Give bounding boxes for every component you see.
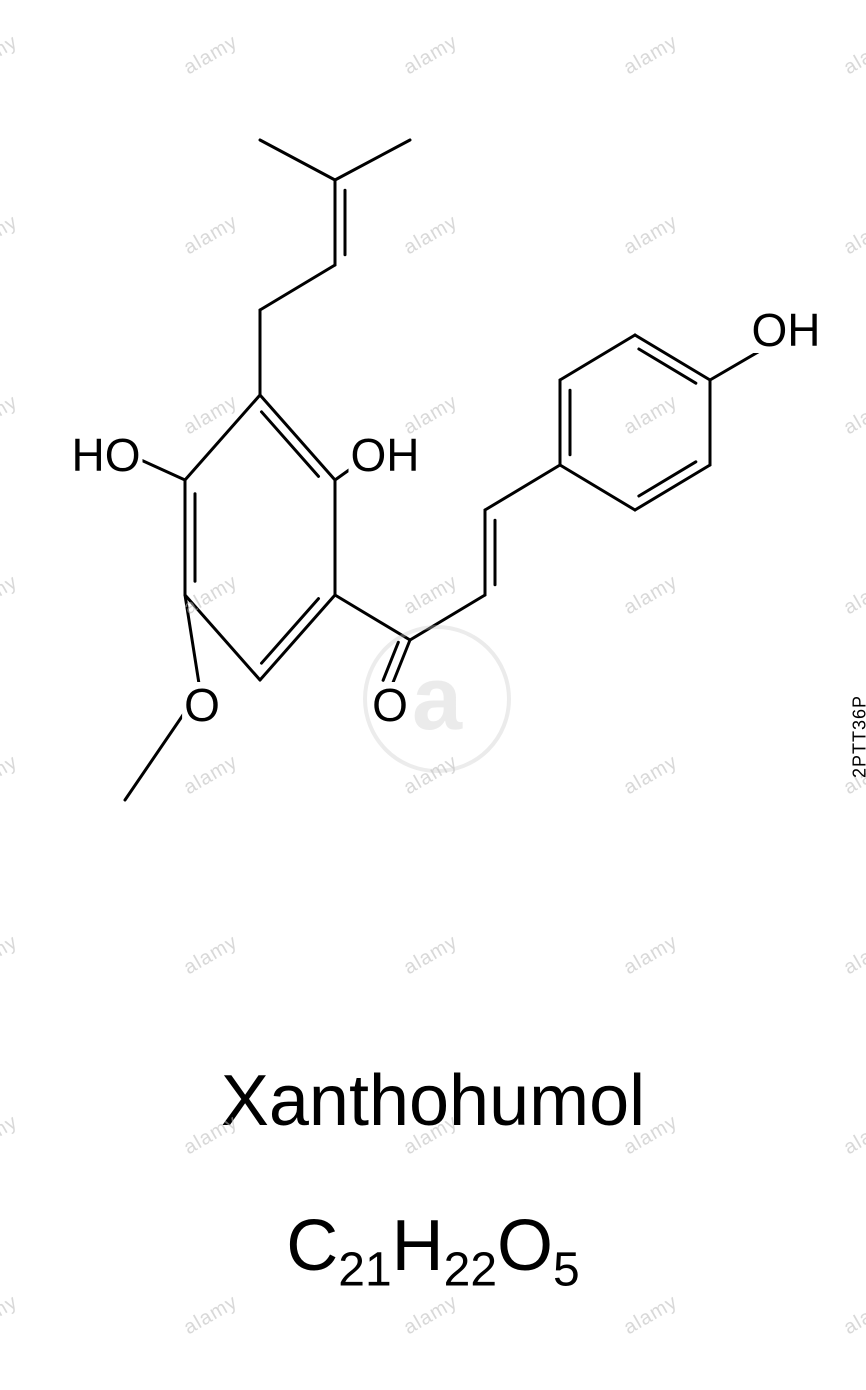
watermark-logo: a [363, 625, 511, 773]
figure-canvas: HOOHOHOO Xanthohumol C21H22O5 alamyalamy… [0, 0, 866, 1390]
molecular-formula: C21H22O5 [0, 1205, 866, 1297]
formula-H: H [392, 1206, 444, 1286]
atom-label-O_methoxy: O [182, 682, 222, 728]
atom-label-OH_right: OH [750, 307, 823, 353]
formula-H-count: 22 [444, 1243, 497, 1296]
formula-C-count: 21 [338, 1243, 391, 1296]
formula-O-count: 5 [553, 1243, 580, 1296]
formula-O: O [497, 1206, 553, 1286]
stock-id: 2PTT36P [850, 695, 866, 778]
atom-label-HO_left: HO [70, 432, 143, 478]
formula-C: C [286, 1206, 338, 1286]
